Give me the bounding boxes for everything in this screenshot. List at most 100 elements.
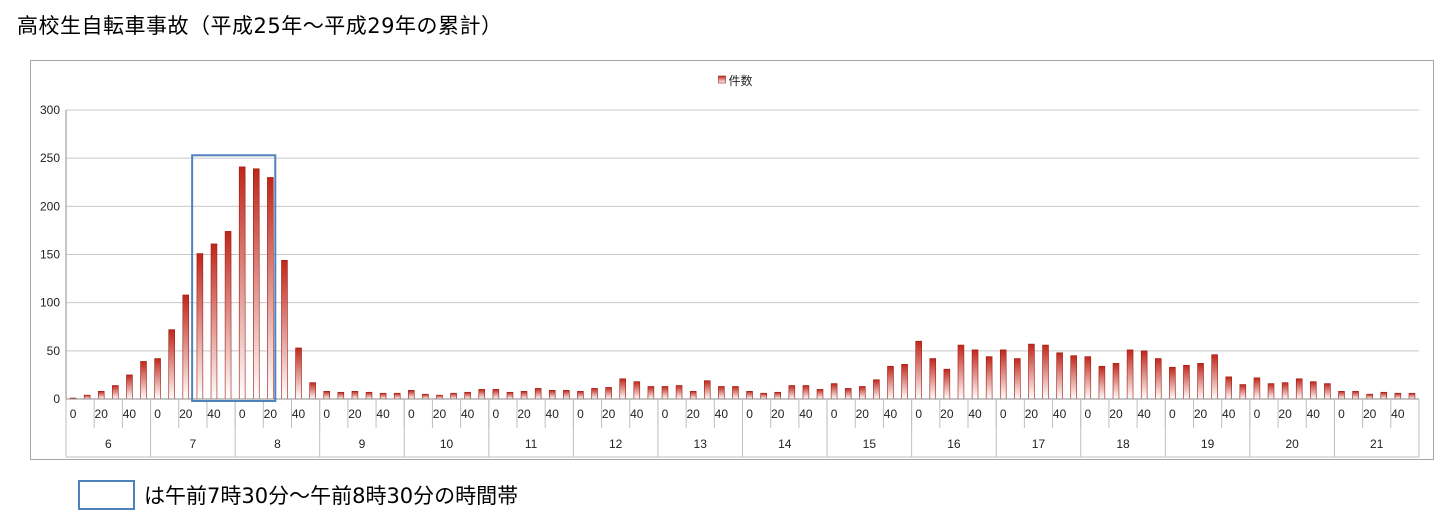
bar <box>1253 377 1261 400</box>
bar <box>464 391 471 400</box>
bar <box>1042 344 1049 400</box>
chart-area: 0 50 100 150 200 250 300 0 20 40 0 20 40 0 20 40 0 20 40 0 2… <box>30 60 1434 460</box>
bar <box>563 390 570 400</box>
bar <box>408 390 415 400</box>
bar <box>365 391 373 400</box>
y-tick-label: 200 <box>40 199 60 213</box>
bar <box>957 344 965 400</box>
bar <box>1281 382 1289 400</box>
bar <box>1155 358 1162 400</box>
bar <box>1394 392 1402 400</box>
minute-label: 40 <box>1391 407 1405 421</box>
hour-label: 21 <box>1370 437 1384 451</box>
minute-label: 40 <box>799 407 813 421</box>
bar <box>718 386 725 400</box>
bar <box>182 294 190 400</box>
bar <box>1225 376 1232 400</box>
minute-label: 40 <box>292 407 306 421</box>
minute-label: 40 <box>376 407 390 421</box>
minute-label: 40 <box>1222 407 1236 421</box>
minute-label: 0 <box>408 407 415 421</box>
bar <box>196 253 204 400</box>
bar <box>591 388 598 400</box>
bar <box>1352 390 1359 400</box>
bar <box>704 380 711 400</box>
minute-label: 20 <box>517 407 531 421</box>
minute-label: 0 <box>1000 407 1007 421</box>
minute-label: 0 <box>70 407 77 421</box>
bar <box>661 386 669 400</box>
bar <box>1028 343 1035 400</box>
bar <box>1408 392 1416 400</box>
bar <box>295 347 302 400</box>
bar <box>253 168 260 400</box>
bar <box>436 394 443 400</box>
highlight-note: は午前7時30分～午前8時30分の時間帯 <box>78 478 518 512</box>
bar <box>1211 354 1218 400</box>
bar <box>224 231 232 400</box>
bar <box>675 385 683 400</box>
bar <box>816 389 824 400</box>
minute-label: 20 <box>856 407 870 421</box>
bar <box>1239 384 1247 400</box>
y-tick-label: 50 <box>47 344 61 358</box>
bar <box>506 391 514 400</box>
bar <box>1197 363 1204 400</box>
minute-label: 20 <box>686 407 700 421</box>
minute-label: 20 <box>1278 407 1292 421</box>
bar <box>1098 365 1106 400</box>
highlight-note-text: は午前7時30分～午前8時30分の時間帯 <box>144 484 519 508</box>
bar <box>1310 381 1317 400</box>
bar <box>379 392 387 400</box>
minute-label: 0 <box>1254 407 1261 421</box>
minute-label: 0 <box>323 407 330 421</box>
bar <box>788 385 796 400</box>
minute-label: 40 <box>968 407 982 421</box>
minute-label: 40 <box>207 407 221 421</box>
bar <box>351 390 359 400</box>
bar <box>309 382 316 400</box>
minute-label: 40 <box>123 407 137 421</box>
minute-label: 20 <box>348 407 362 421</box>
bar <box>1070 355 1077 400</box>
bar <box>140 361 147 400</box>
y-tick-label: 150 <box>40 248 60 262</box>
bar <box>774 391 781 400</box>
hour-label: 13 <box>694 437 708 451</box>
minute-label: 0 <box>1169 407 1176 421</box>
bar <box>647 386 655 400</box>
minute-label: 20 <box>940 407 954 421</box>
hour-label: 8 <box>274 437 281 451</box>
bar <box>746 390 753 400</box>
bar <box>548 390 556 400</box>
hour-label: 10 <box>440 437 454 451</box>
bar <box>492 389 500 400</box>
bar <box>844 388 852 400</box>
bar <box>534 388 542 400</box>
legend-label: 件数 <box>729 73 753 88</box>
bar <box>450 392 457 400</box>
y-tick-label: 0 <box>53 392 60 406</box>
minute-label: 0 <box>915 407 922 421</box>
bar <box>337 391 345 400</box>
bar <box>929 358 937 400</box>
minute-label: 0 <box>662 407 669 421</box>
minute-label: 40 <box>715 407 729 421</box>
minute-label: 40 <box>546 407 560 421</box>
hour-label: 12 <box>609 437 623 451</box>
bar <box>238 166 246 400</box>
bar <box>1140 350 1148 400</box>
bar <box>605 387 612 400</box>
bar <box>422 393 429 400</box>
minute-label: 20 <box>95 407 109 421</box>
bar <box>1324 383 1331 400</box>
minute-label: 20 <box>1025 407 1039 421</box>
bar <box>633 381 641 400</box>
bar <box>830 383 838 400</box>
bar <box>887 365 894 400</box>
bar <box>478 389 486 400</box>
bar <box>1169 366 1176 400</box>
bar <box>1056 352 1063 400</box>
bar <box>999 349 1007 400</box>
